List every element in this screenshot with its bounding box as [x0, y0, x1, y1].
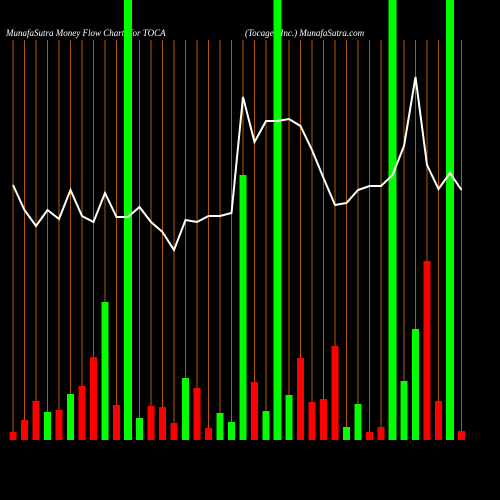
bar: [343, 427, 350, 440]
bar: [159, 407, 166, 440]
bar: [331, 346, 339, 440]
bar: [182, 378, 189, 440]
bar: [285, 395, 293, 440]
bar: [435, 401, 442, 440]
chart-subtitle: (Tocagen Inc.) MunafaSutra.com: [245, 28, 365, 38]
bar: [205, 428, 212, 440]
bar: [147, 406, 155, 440]
bar: [21, 420, 28, 440]
bar: [354, 404, 362, 440]
bar: [170, 423, 178, 440]
bar: [193, 388, 201, 440]
bar: [377, 427, 385, 440]
bar: [458, 431, 465, 440]
bar: [239, 175, 247, 440]
bar: [78, 386, 86, 440]
highlight-column: [273, 0, 282, 440]
bar: [251, 382, 258, 440]
highlight-column: [388, 0, 397, 440]
bar: [400, 381, 408, 440]
bar: [320, 399, 327, 440]
highlight-column: [124, 0, 132, 440]
highlight-column: [446, 0, 454, 440]
bar: [32, 401, 40, 440]
bar: [44, 412, 51, 440]
bar: [423, 261, 431, 440]
bar: [67, 394, 74, 440]
bar: [136, 418, 143, 440]
bar: [55, 410, 63, 440]
bar: [9, 432, 17, 440]
bar: [297, 358, 304, 440]
bar: [90, 357, 97, 440]
bar: [101, 302, 109, 440]
bar: [366, 432, 373, 440]
bar: [262, 411, 270, 440]
chart-title: MunafaSutra Money Flow Charts for TOCA: [5, 28, 166, 38]
bar: [412, 329, 419, 440]
price-line: [12, 76, 463, 253]
bar: [216, 413, 224, 440]
bar: [228, 422, 235, 440]
bar: [308, 402, 316, 440]
bar: [113, 405, 120, 440]
